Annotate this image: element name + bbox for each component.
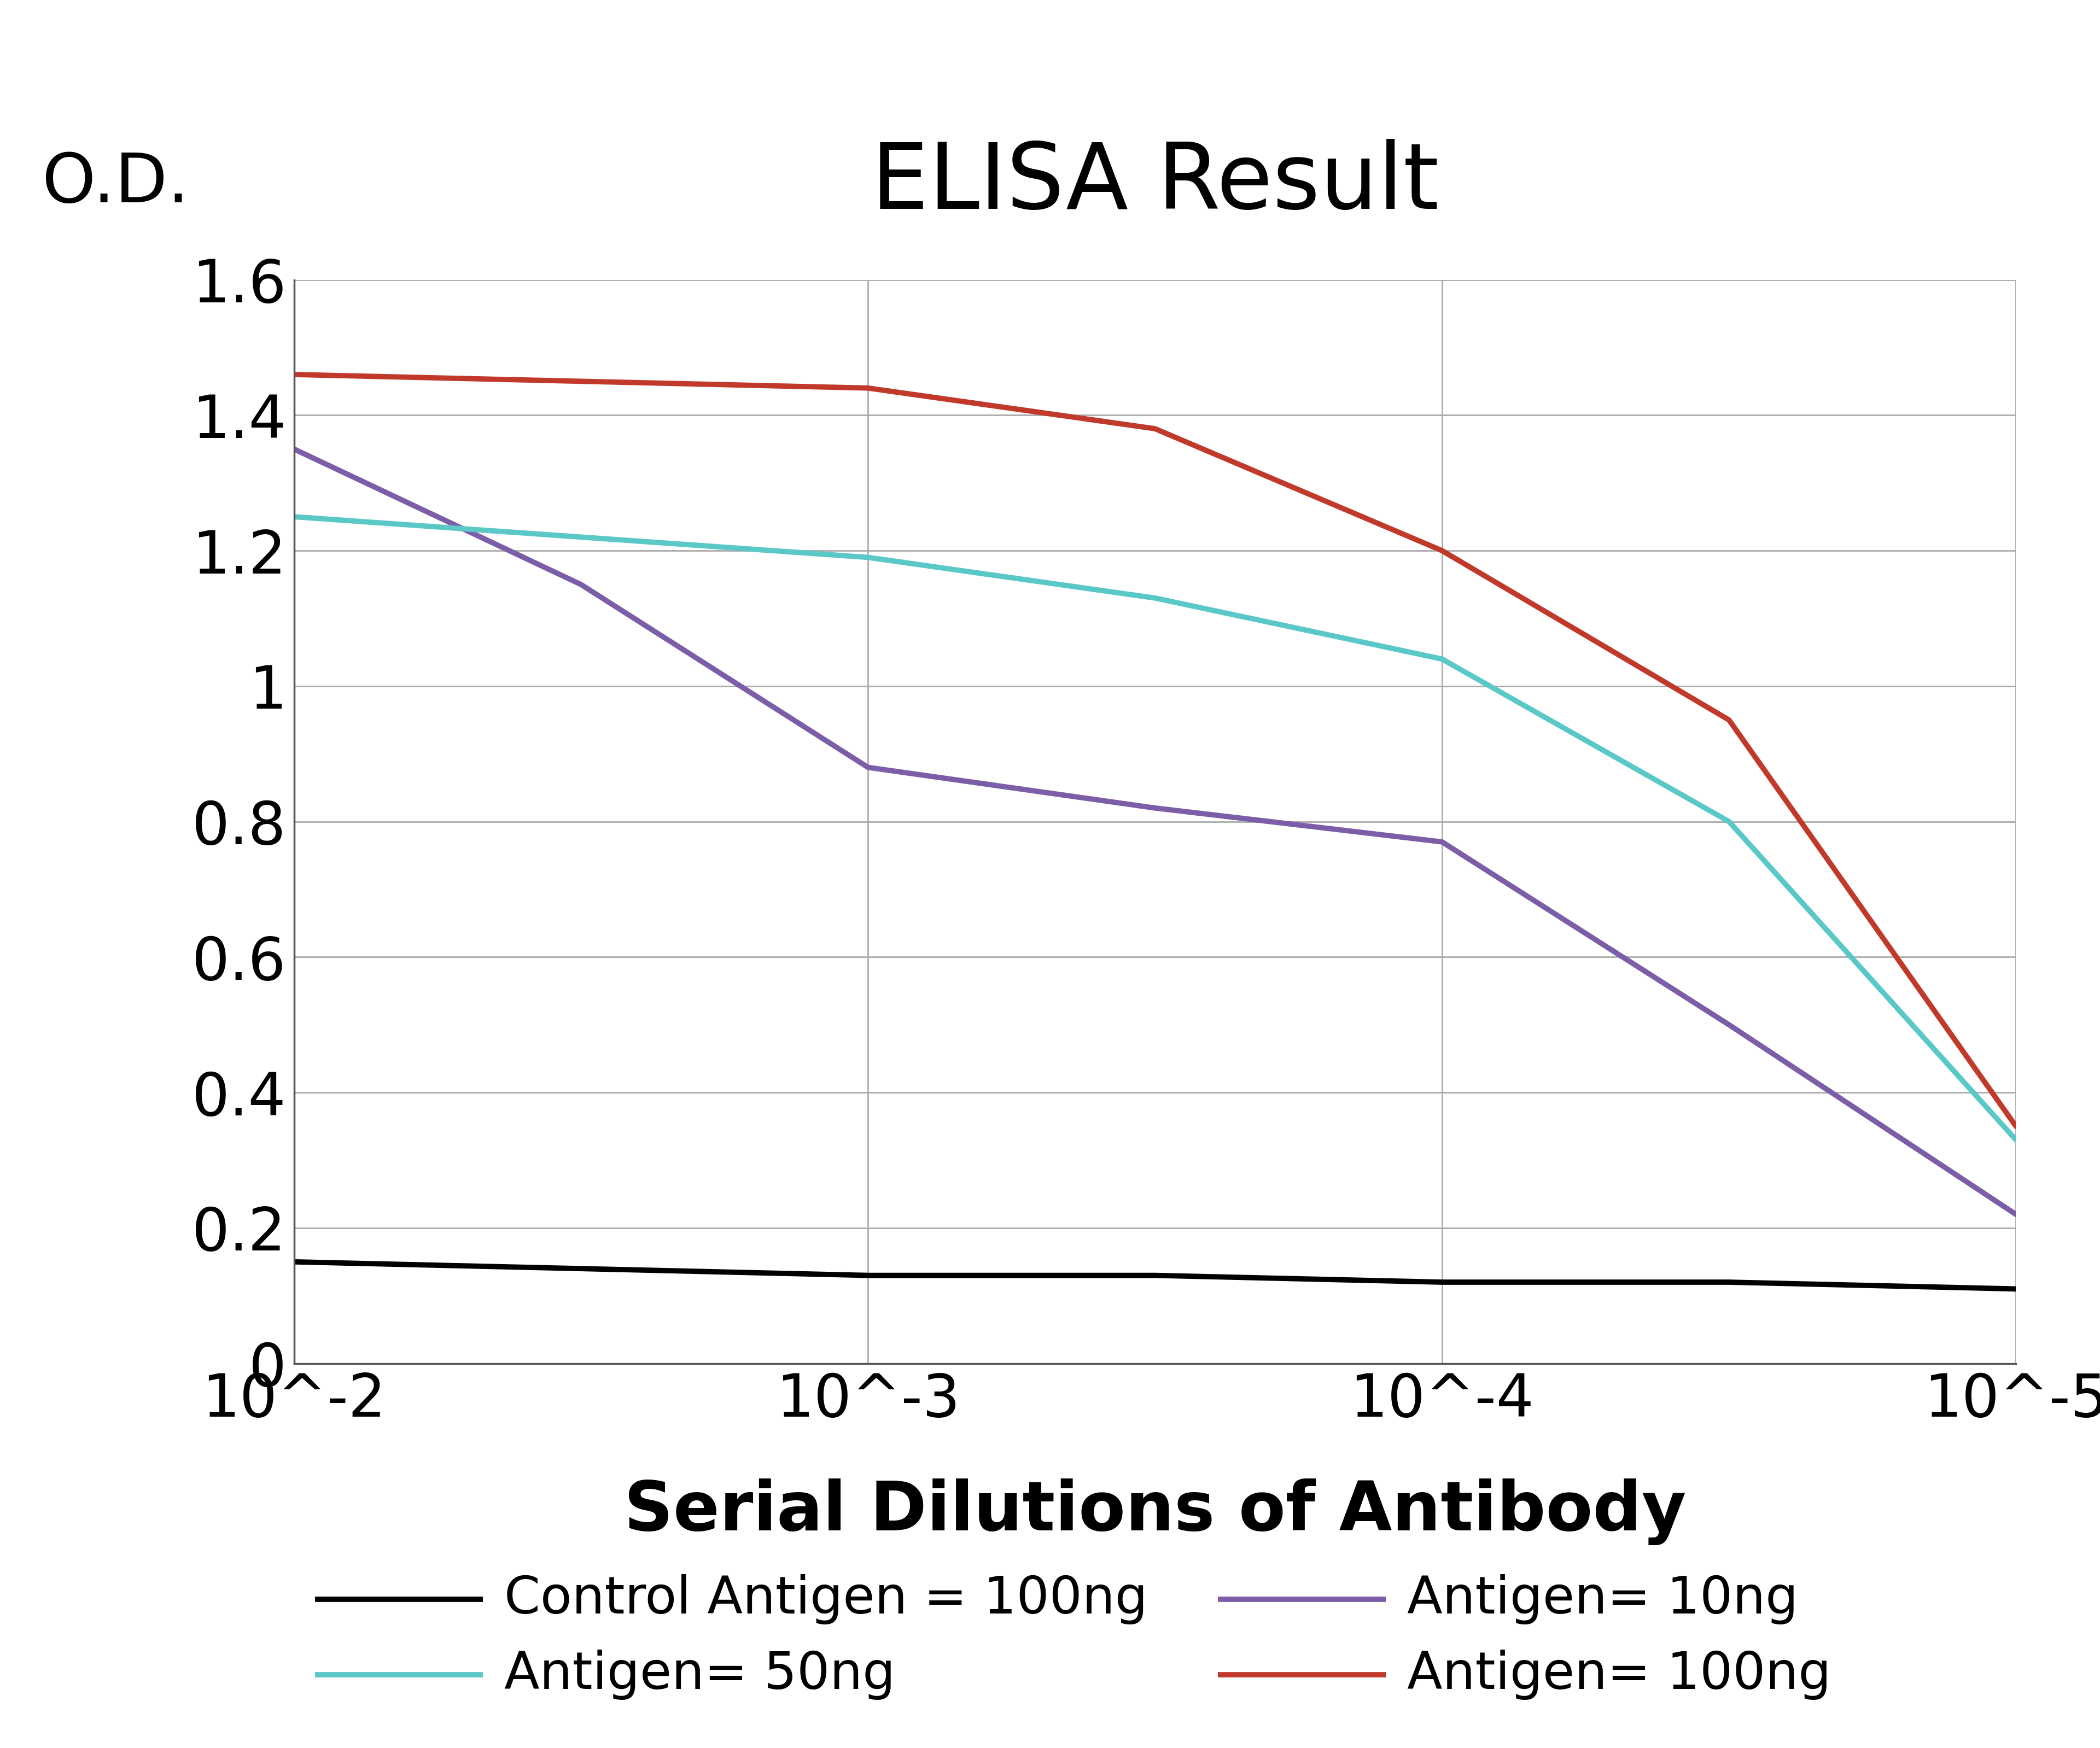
Antigen= 50ng xyxy=(2003,1129,2029,1150)
Text: O.D.: O.D. xyxy=(42,150,189,217)
Control Antigen = 100ng xyxy=(1716,1273,1741,1294)
Antigen= 100ng xyxy=(281,364,307,385)
Antigen= 50ng xyxy=(1142,587,1168,608)
Antigen= 50ng xyxy=(855,547,880,568)
Control Antigen = 100ng xyxy=(855,1266,880,1287)
Antigen= 10ng xyxy=(1716,1014,1741,1035)
Antigen= 100ng xyxy=(1716,710,1741,731)
Line: Antigen= 10ng: Antigen= 10ng xyxy=(294,449,2016,1215)
Antigen= 50ng xyxy=(281,507,307,528)
Text: Serial Dilutions of Antibody: Serial Dilutions of Antibody xyxy=(624,1479,1686,1545)
Text: Antigen= 100ng: Antigen= 100ng xyxy=(1407,1650,1831,1699)
Antigen= 10ng xyxy=(1430,832,1455,853)
Antigen= 10ng xyxy=(569,573,594,594)
Antigen= 10ng xyxy=(281,439,307,460)
Antigen= 100ng xyxy=(2003,1115,2029,1136)
Antigen= 100ng xyxy=(1430,540,1455,561)
Antigen= 50ng xyxy=(569,526,594,547)
Antigen= 100ng xyxy=(569,371,594,392)
Control Antigen = 100ng xyxy=(2003,1278,2029,1299)
Text: Control Antigen = 100ng: Control Antigen = 100ng xyxy=(504,1575,1147,1624)
Antigen= 10ng xyxy=(2003,1204,2029,1225)
Control Antigen = 100ng xyxy=(1430,1273,1455,1294)
Text: Antigen= 50ng: Antigen= 50ng xyxy=(504,1650,895,1699)
Line: Antigen= 100ng: Antigen= 100ng xyxy=(294,374,2016,1126)
Control Antigen = 100ng xyxy=(569,1259,594,1280)
Line: Antigen= 50ng: Antigen= 50ng xyxy=(294,517,2016,1140)
Control Antigen = 100ng xyxy=(1142,1266,1168,1287)
Text: Antigen= 10ng: Antigen= 10ng xyxy=(1407,1575,1798,1624)
Line: Control Antigen = 100ng: Control Antigen = 100ng xyxy=(294,1262,2016,1288)
Antigen= 100ng xyxy=(1142,418,1168,439)
Text: ELISA Result: ELISA Result xyxy=(872,140,1438,227)
Antigen= 50ng xyxy=(1716,811,1741,832)
Antigen= 50ng xyxy=(1430,649,1455,669)
Antigen= 10ng xyxy=(855,757,880,778)
Control Antigen = 100ng xyxy=(281,1252,307,1273)
Antigen= 10ng xyxy=(1142,797,1168,818)
Antigen= 100ng xyxy=(855,378,880,399)
